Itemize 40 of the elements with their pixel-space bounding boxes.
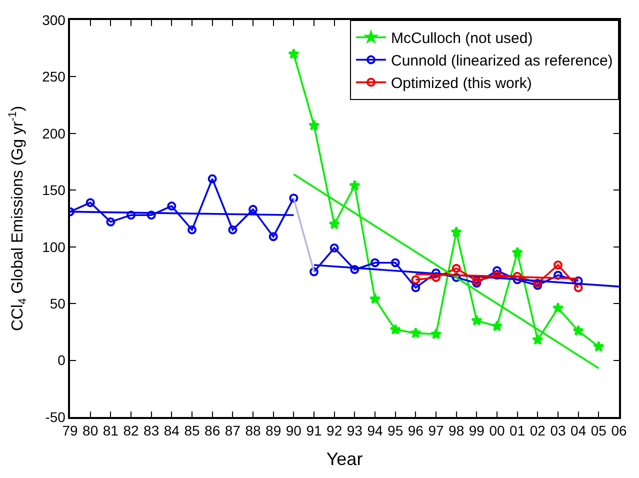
x-tick-label: 88 — [245, 422, 261, 439]
y-tick-label: 150 — [42, 182, 66, 198]
y-tick-label: 250 — [42, 68, 66, 85]
x-tick-label: 89 — [266, 422, 282, 439]
x-axis-title: Year — [326, 449, 363, 470]
x-tick-label: 01 — [510, 422, 526, 439]
x-tick-label: 04 — [570, 422, 586, 439]
x-tick-label: 85 — [184, 422, 200, 439]
x-tick-label: 99 — [468, 422, 485, 439]
x-tick-label: 98 — [448, 422, 464, 439]
y-tick-label: -50 — [45, 408, 66, 425]
y-tick-label: 200 — [42, 125, 66, 142]
x-tick-label: 02 — [530, 422, 546, 439]
x-tick-label: 94 — [367, 422, 383, 439]
x-tick-label: 90 — [286, 422, 302, 439]
x-tick-label: 91 — [306, 422, 322, 439]
x-tick-label: 00 — [489, 422, 505, 439]
x-tick-label: 03 — [550, 422, 566, 439]
legend-label: McCulloch (not used) — [391, 30, 533, 48]
x-tick-label: 92 — [326, 422, 342, 439]
x-tick-label: 87 — [224, 422, 241, 439]
y-tick-label: 300 — [42, 12, 66, 28]
x-tick-label: 97 — [428, 422, 444, 439]
legend-label: Optimized (this work) — [391, 75, 532, 92]
x-tick-label: 79 — [62, 422, 78, 439]
x-tick-label: 96 — [408, 422, 424, 439]
x-tick-label: 80 — [82, 422, 98, 439]
y-tick-label: 50 — [50, 295, 66, 312]
x-tick-label: 05 — [590, 422, 607, 439]
x-tick-label: 82 — [123, 422, 139, 439]
x-tick-label: 83 — [144, 422, 160, 439]
x-tick-label: 93 — [346, 422, 363, 439]
x-tick-label: 86 — [204, 422, 220, 439]
x-tick-label: 84 — [164, 422, 180, 439]
x-tick-label: 81 — [102, 422, 119, 439]
y-tick-label: 0 — [58, 352, 66, 368]
legend-label: Cunnold (linearized as reference) — [391, 52, 613, 70]
x-tick-label: 06 — [611, 422, 627, 439]
x-tick-label: 95 — [388, 422, 404, 439]
y-tick-label: 100 — [42, 238, 66, 255]
